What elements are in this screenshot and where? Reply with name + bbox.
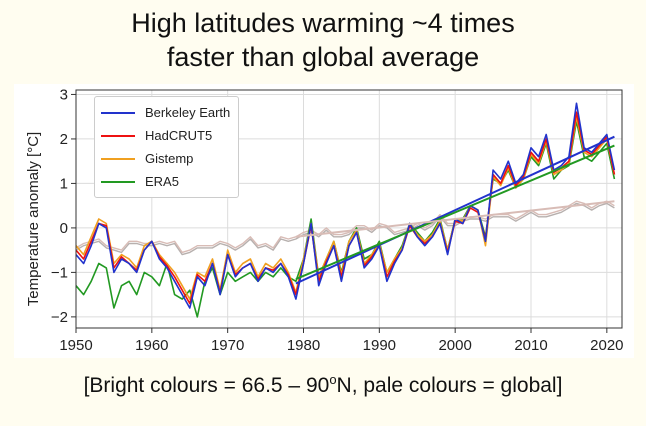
series-line-global-4 bbox=[75, 200, 615, 254]
legend-label: Gistemp bbox=[145, 151, 194, 166]
trend-line-1 bbox=[295, 144, 615, 280]
legend-item: Gistemp bbox=[101, 147, 230, 170]
legend-item: HadCRUT5 bbox=[101, 124, 230, 147]
y-tick-label: 0 bbox=[60, 220, 68, 237]
legend-item: Berkeley Earth bbox=[101, 101, 230, 124]
caption-pre: [Bright colours = 66.5 – 90 bbox=[83, 374, 330, 397]
legend: Berkeley Earth HadCRUT5 Gistemp ERA5 bbox=[94, 96, 240, 198]
plot-frame bbox=[75, 89, 623, 329]
y-tick-label: 1 bbox=[60, 175, 68, 192]
legend-label: Berkeley Earth bbox=[145, 105, 231, 120]
legend-item: ERA5 bbox=[101, 170, 230, 193]
title-line-2: faster than global average bbox=[166, 42, 480, 72]
title-line-1: High latitudes warming ~4 times bbox=[131, 8, 515, 38]
trend-line-2 bbox=[295, 200, 615, 238]
legend-label: ERA5 bbox=[145, 174, 179, 189]
plot-panel: 1950 1960 1970 1980 1990 2000 2010 2020 −2 −1 0 1 2 3… bbox=[14, 84, 634, 358]
legend-swatch bbox=[101, 157, 135, 160]
caption-post: N, pale colours = global] bbox=[336, 374, 563, 397]
trend-lines bbox=[295, 135, 615, 285]
chart-title: High latitudes warming ~4 times faster t… bbox=[0, 6, 646, 74]
series-line-global-5 bbox=[75, 202, 615, 256]
legend-swatch bbox=[101, 111, 135, 114]
x-tick-label: 2010 bbox=[514, 337, 547, 354]
x-tick-label: 1950 bbox=[59, 337, 92, 354]
caption: [Bright colours = 66.5 – 90oN, pale colo… bbox=[0, 372, 646, 398]
legend-swatch bbox=[101, 180, 135, 183]
legend-swatch bbox=[101, 134, 135, 137]
caption-degree: o bbox=[329, 372, 337, 387]
y-tick-label: 3 bbox=[60, 86, 68, 103]
axes: 1950 1960 1970 1980 1990 2000 2010 2020 −2 −1 0 1 2 3 bbox=[51, 86, 624, 354]
legend-label: HadCRUT5 bbox=[145, 128, 213, 143]
y-axis-label: Temperature anomaly [°C] bbox=[25, 132, 42, 306]
y-tick-label: −1 bbox=[51, 264, 68, 281]
series-line-berkeley-earth bbox=[75, 102, 616, 309]
x-tick-label: 2000 bbox=[438, 337, 471, 354]
x-tick-label: 2020 bbox=[590, 337, 623, 354]
y-tick-label: −2 bbox=[51, 309, 68, 326]
x-tick-label: 1980 bbox=[287, 337, 320, 354]
trend-line-0 bbox=[295, 135, 615, 285]
x-tick-label: 1960 bbox=[135, 337, 168, 354]
x-tick-label: 1990 bbox=[363, 337, 396, 354]
x-tick-label: 1970 bbox=[211, 337, 244, 354]
y-tick-label: 2 bbox=[60, 131, 68, 148]
